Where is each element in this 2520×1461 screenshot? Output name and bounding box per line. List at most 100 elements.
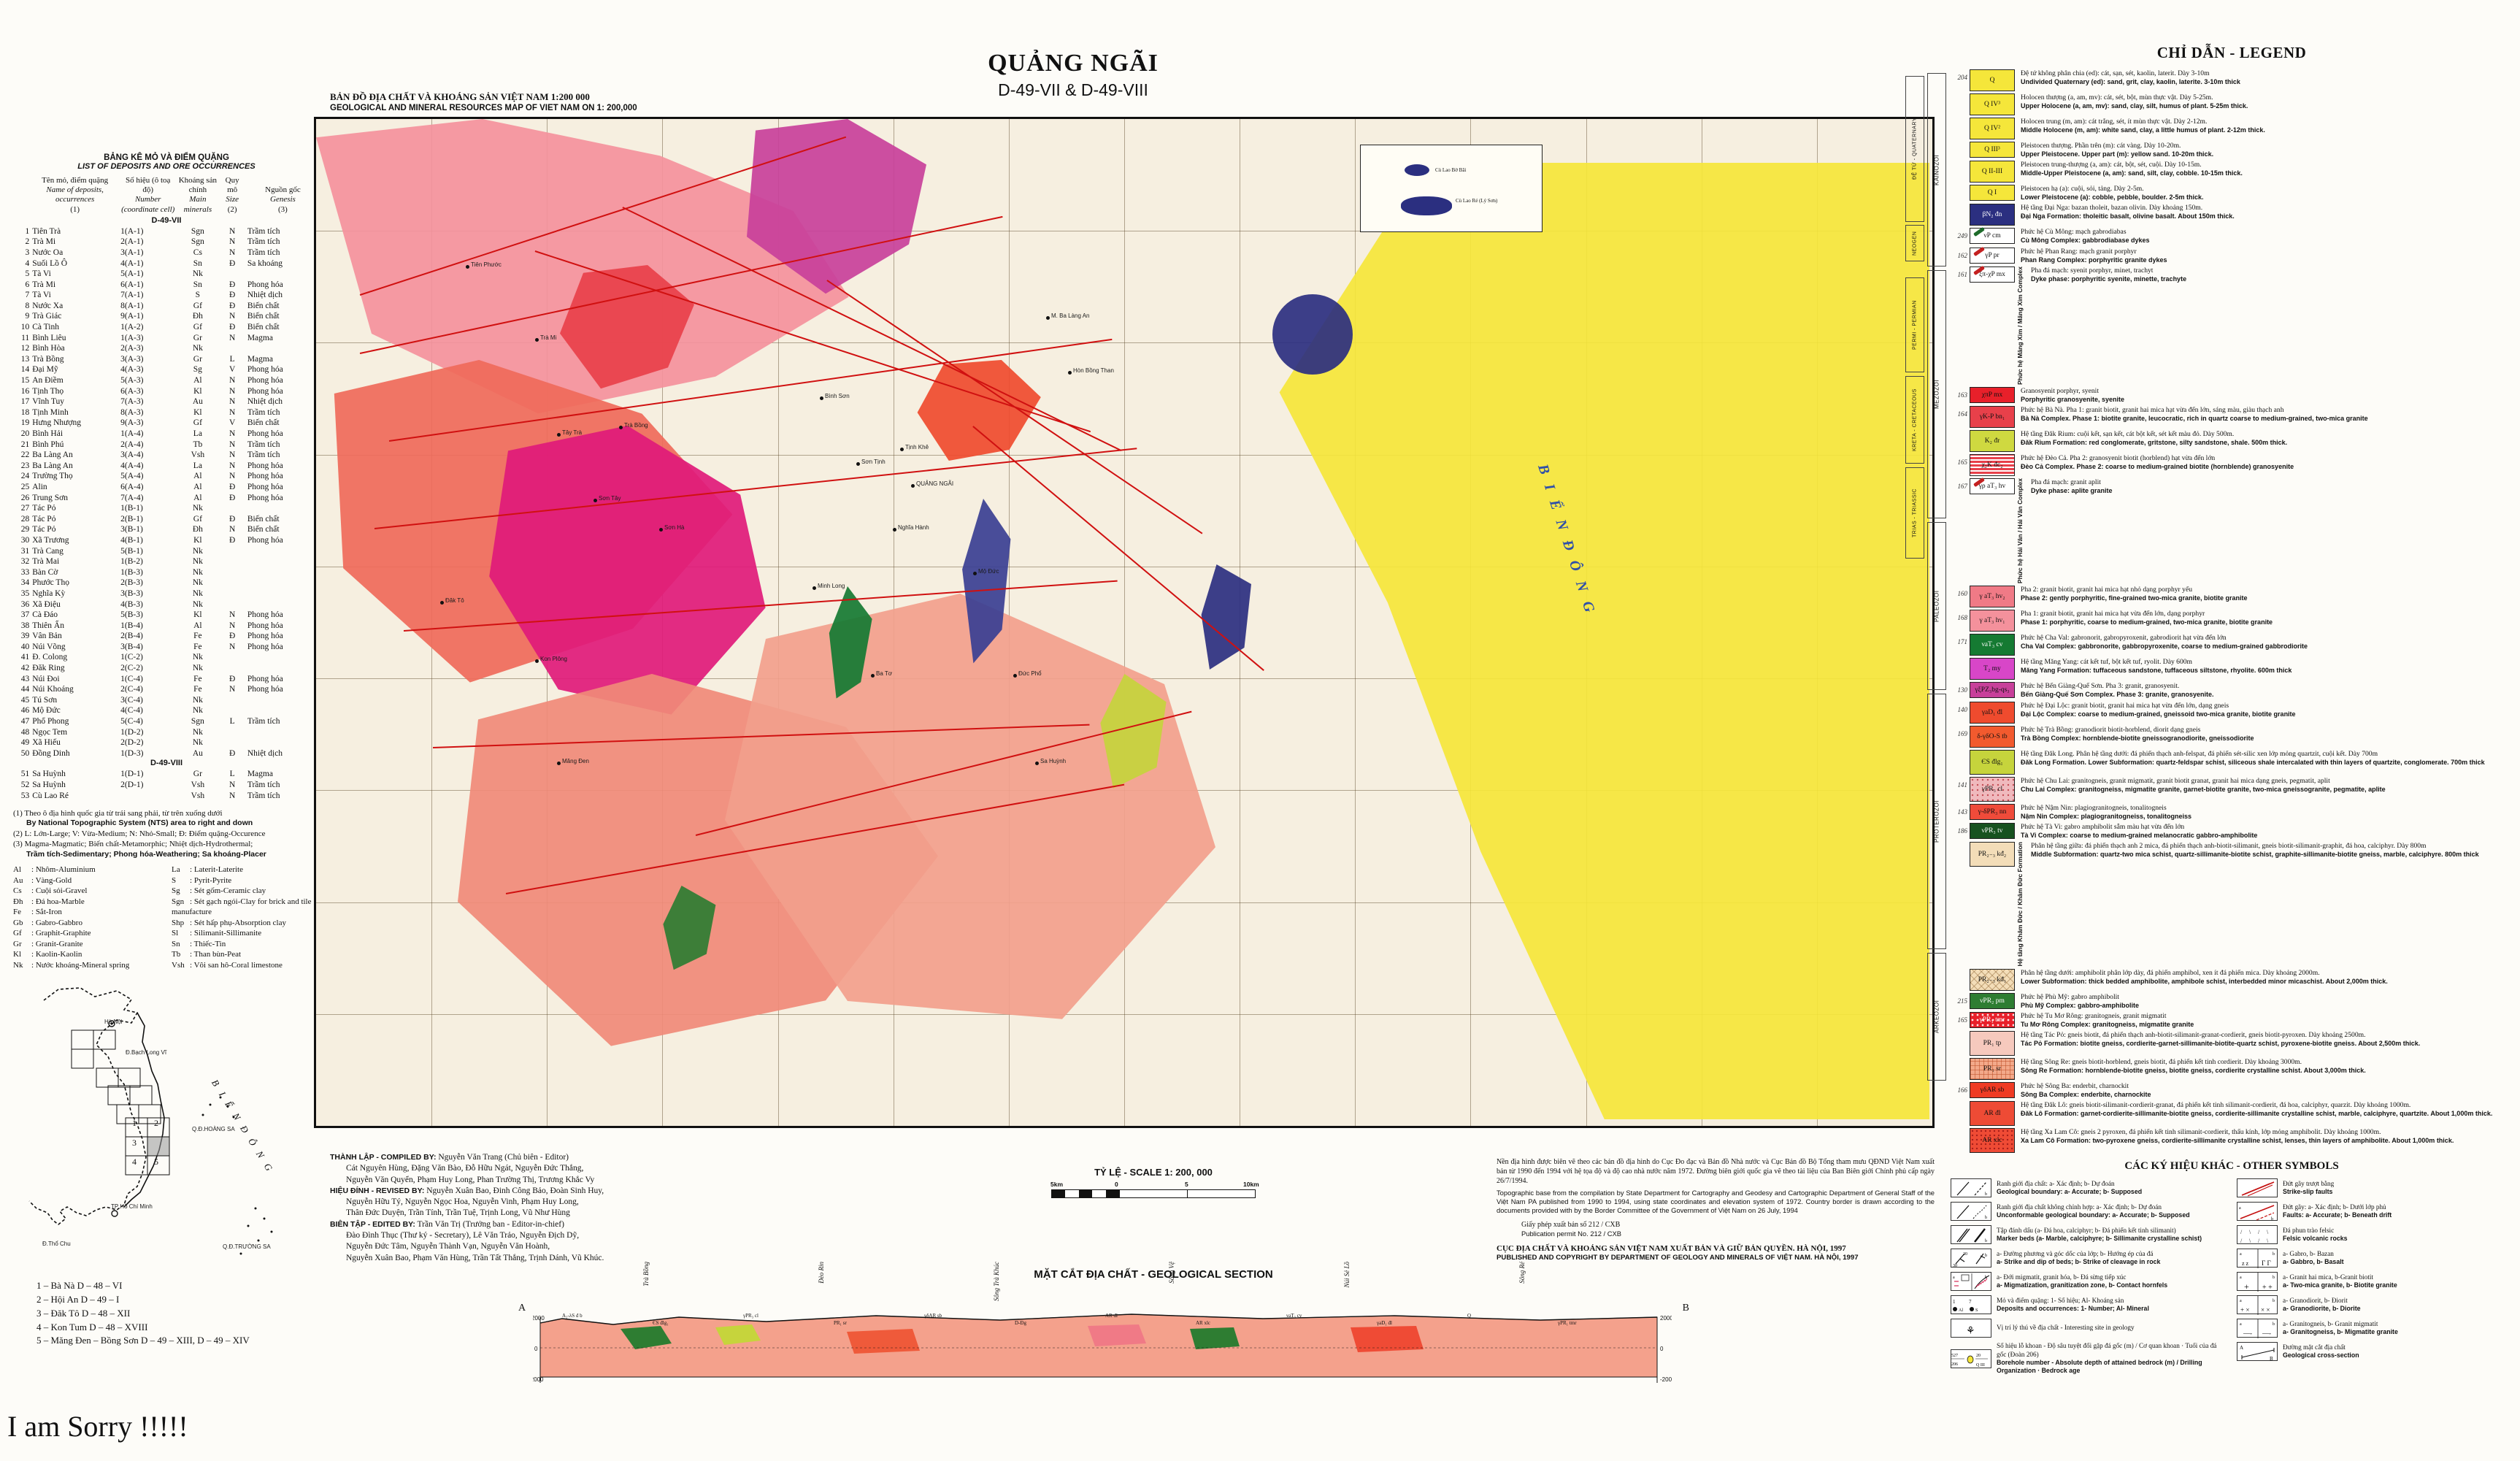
legend-color-swatch[interactable]: νPR₃ tv [1970,822,2015,839]
symbol-item[interactable]: 527 206 20 Q III Số hiệu lỗ khoan - Độ sâu t… [1951,1342,2227,1375]
legend-color-swatch[interactable]: AR đl [1970,1101,2015,1127]
symbol-item[interactable]: A B Đường mặt cắt địa chất Geological cross… [2237,1342,2513,1362]
legend-color-swatch[interactable]: Q IV² [1970,118,2015,139]
legend-item[interactable]: Q IV³ Holocen thượng (a, am, mv): cát, sé… [1951,93,2513,115]
legend-item[interactable]: βN₂ đn Hệ tầng Đại Nga: bazan tholeit, ba… [1951,204,2513,226]
legend-item[interactable]: 165 γPR₁ tmr Phức hệ Tu Mơ Rông: granitogn… [1951,1011,2513,1029]
legend-color-swatch[interactable]: γaD₁ đl [1970,701,2015,724]
legend-item[interactable]: 249 νP cm Phức hệ Cù Mông: mạch gabrodiaba… [1951,227,2513,245]
legend-color-swatch[interactable]: K₂ đr [1970,430,2015,453]
symbol-item[interactable]: b Tập đánh dấu (a- Đá hoa, calciphyr; b- … [1951,1225,2227,1245]
legend-desc-en: Tác Pỏ Formation: biotite gneiss, cordie… [2021,1039,2421,1047]
cross-section-unit-label: γPR₁ tmr [1558,1320,1577,1326]
legend-item[interactable]: PR₂₋₃ kđ₂ Hệ tầng Khâm Đức / Khâm Đức For… [1951,841,2513,967]
legend-item[interactable]: 160 γ aT₃ hv₂ Pha 2: granit biotit, granit… [1951,586,2513,608]
legend-item-index: 186 [1957,827,1968,835]
legend-item[interactable]: T₂ my Hệ tầng Măng Yang: cát kết tuf, bột… [1951,658,2513,680]
symbol-item[interactable]: b Ranh giới địa chất không chỉnh hợp: a- … [1951,1202,2227,1222]
legend-color-swatch[interactable]: Q II-III [1970,161,2015,183]
legend-item[interactable]: 215 νPR₂ pm Phức hệ Phù Mỹ: gabro amphibol… [1951,992,2513,1010]
table-row: 13 Trà Bồng 3(A-3) Gr L Magma [20,354,273,364]
legend-color-swatch[interactable]: AR xlc [1970,1128,2015,1154]
legend-item-index: 163 [1957,391,1968,399]
legend-color-swatch[interactable]: Q III³ [1970,142,2015,158]
symbol-item[interactable]: 30 20 b a- Đường phương và góc dốc của lớp;… [1951,1249,2227,1268]
legend-item[interactable]: Q II-III Pleistocen trung-thượng (a, am):… [1951,161,2513,183]
legend-color-swatch[interactable]: χπP mx [1970,386,2015,403]
legend-item[interactable]: PR₁ tp Hệ tầng Tác Pỏ: gneis biotit, đá p… [1951,1030,2513,1056]
svg-text:-2000: -2000 [533,1376,544,1383]
legend-item[interactable]: 171 νaT₃ cv Phức hệ Cha Val: gabronorit, g… [1951,634,2513,656]
legend-color-swatch[interactable]: νPR₂ pm [1970,992,2015,1009]
symbol-item[interactable]: Đứt gãy trượt bằng Strike-slip faults [2237,1178,2513,1198]
symbol-item[interactable]: a b —‐ —‐ a- Granitogneis, b- Granit migmati… [2237,1319,2513,1339]
legend-color-swatch[interactable]: γPR₃ cl [1970,776,2015,802]
abbrev-column-right: La: Laterit-Laterite S: Pyrit-Pyrite Sg: S… [172,864,320,970]
legend-color-swatch[interactable]: γδAR sb [1970,1081,2015,1098]
legend-item[interactable]: ЄS đlg₁ Hệ tầng Đăk Long. Phân hệ tầng dư… [1951,749,2513,775]
symbol-swatch: 527 206 20 Q III [1951,1349,1991,1368]
legend-color-swatch[interactable]: ξπ-χP mx [1970,265,2015,283]
symbol-item[interactable]: ⚘ Vị trí lý thú về địa chất - Interesting… [1951,1319,2227,1338]
legend-color-swatch[interactable]: ЄS đlg₁ [1970,749,2015,775]
legend-item[interactable]: K₂ đr Hệ tầng Đăk Rium: cuội kết, sạn kết… [1951,430,2513,453]
legend-color-swatch[interactable]: νP cm [1970,227,2015,245]
legend-item[interactable]: Q I Pleistocen hạ (a): cuội, sỏi, tảng. D… [1951,185,2513,202]
legend-item[interactable]: 165 χ₂K đc₂ Phức hệ Đèo Cả. Pha 2: granosy… [1951,454,2513,477]
symbol-item[interactable]: 1 7 Al S Mỏ và điểm quặng: 1- Số hiệu; Al- K… [1951,1295,2227,1315]
legend-color-swatch[interactable]: δ-γδO-S tb [1970,725,2015,748]
legend-item[interactable]: 204 Q Đệ tứ không phân chia (ed): cát, sạn… [1951,69,2513,91]
legend-color-swatch[interactable]: γξPZ₃bg-qs₃ [1970,682,2015,699]
legend-color-swatch[interactable]: γ aT₃ hv₂ [1970,586,2015,608]
legend-item[interactable]: Q III³ Pleistocen thượng. Phần trên (m): … [1951,142,2513,158]
symbol-swatch: ⚘ [1951,1319,1991,1338]
legend-item[interactable]: AR đl Hệ tầng Đăk Lô: gneis biotit-silima… [1951,1101,2513,1127]
symbol-item[interactable]: a b + + + a- Granit hai mica, b-Granit bioti… [2237,1272,2513,1292]
copyright-vn: CỤC ĐỊA CHẤT VÀ KHOÁNG SẢN VIỆT NAM XUẤT… [1497,1243,1846,1253]
legend-color-swatch[interactable]: Q I [1970,185,2015,202]
legend-item[interactable]: 141 γPR₃ cl Phức hệ Chu Lai: granitogneis,… [1951,776,2513,802]
symbol-item[interactable]: a b a- Đới migmatit, granit hóa, b- Đá sừn… [1951,1272,2227,1292]
legend-item[interactable]: 164 γK-P bn₁ Phức hệ Bà Nà. Pha 1: granit … [1951,406,2513,429]
symbol-item[interactable]: a b Đứt gãy: a- Xác định; b- Dưới lớp phủ F… [2237,1202,2513,1222]
symbol-item[interactable]: a b + × × × a- Granodiorit, b- Điorit a- Gran… [2237,1295,2513,1316]
legend-item[interactable]: 163 χπP mx Granosyenit porphyr, syenit Porp… [1951,386,2513,404]
legend-item[interactable]: 161 ξπ-χP mx Phức hệ Măng Xim / Măng Xim C… [1951,265,2513,385]
legend-color-swatch[interactable]: T₂ my [1970,658,2015,680]
legend-item[interactable]: AR xlc Hệ tầng Xa Lam Cô: gneis 2 pyroxen… [1951,1128,2513,1154]
legend-color-swatch[interactable]: γPR₁ tmr [1970,1011,2015,1028]
legend-color-swatch[interactable]: χ₂K đc₂ [1970,454,2015,477]
legend-item[interactable]: 166 γδAR sb Phức hệ Sông Ba: enderbit, cha… [1951,1081,2513,1099]
legend-color-swatch[interactable]: γP pr [1970,246,2015,264]
legend-item[interactable]: 162 γP pr Phức hệ Phan Rang: mạch granit p… [1951,246,2513,264]
legend-item[interactable]: 168 γ aT₃ hv₁ Pha 1: granit biotit, granit… [1951,610,2513,632]
legend-color-swatch[interactable]: γρ aT₃ hv [1970,478,2015,495]
legend-item[interactable]: PR₁ sr Hệ tầng Sông Re: gneis biotit-horb… [1951,1057,2513,1080]
legend-color-swatch[interactable]: Q IV³ [1970,93,2015,115]
legend-item[interactable]: 130 γξPZ₃bg-qs₃ Phức hệ Bến Giàng-Quế Sơn.… [1951,682,2513,699]
legend-color-swatch[interactable]: γ aT₃ hv₁ [1970,610,2015,632]
legend-item[interactable]: 167 γρ aT₃ hv Phức hệ Hải Vân / Hải Vân Co… [1951,478,2513,583]
symbol-item[interactable]: a b z z Γ Γ a- Gabro, b- Bazan a- Gabbro, b- … [2237,1249,2513,1269]
legend-item[interactable]: 186 νPR₃ tv Phức hệ Tà Vi: gabro amphiboli… [1951,822,2513,840]
legend-color-swatch[interactable]: βN₂ đn [1970,204,2015,226]
legend-item[interactable]: 169 δ-γδO-S tb Phức hệ Trà Bồng: granodior… [1951,725,2513,748]
svg-text:/: / [2258,1238,2260,1244]
legend-item[interactable]: PR₂₋₃ kđ₁ Phân hệ tầng dưới: amphibolit p… [1951,968,2513,991]
geological-map[interactable]: Trà Mi Tiên Phước Trà Bồng Sơn Hà Sơn Tịnh QU… [314,117,1935,1128]
legend-color-swatch[interactable]: γK-P bn₁ [1970,406,2015,429]
legend-color-swatch[interactable]: PR₁ tp [1970,1030,2015,1056]
legend-color-swatch[interactable]: PR₁ sr [1970,1057,2015,1080]
symbol-item[interactable]: / \ / \ / \ / \ Đá phun trào felsic Felsic volcan… [2237,1225,2513,1245]
legend-color-swatch[interactable]: νaT₃ cv [1970,634,2015,656]
legend-color-swatch[interactable]: PR₂₋₃ kđ₁ [1970,968,2015,991]
legend-color-swatch[interactable]: γ-δPR₃ nn [1970,803,2015,820]
symbol-item[interactable]: b Ranh giới địa chất: a- Xác định; b- Dự … [1951,1178,2227,1198]
legend-color-swatch[interactable]: Q [1970,69,2015,91]
legend-item[interactable]: 143 γ-δPR₃ nn Phức hệ Nậm Nin: plagiograni… [1951,803,2513,821]
legend-item[interactable]: Q IV² Holocen trung (m, am): cát trắng, s… [1951,118,2513,139]
legend-desc-vn: Granosyenit porphyr, syenit [2021,386,2099,395]
legend-color-swatch[interactable]: PR₂₋₃ kđ₂ [1970,841,2015,867]
legend-item[interactable]: 140 γaD₁ đl Phức hệ Đại Lộc: granit biotit… [1951,701,2513,724]
table-row: 24 Trường Thọ 5(A-4) Al N Phong hóa [20,472,283,481]
